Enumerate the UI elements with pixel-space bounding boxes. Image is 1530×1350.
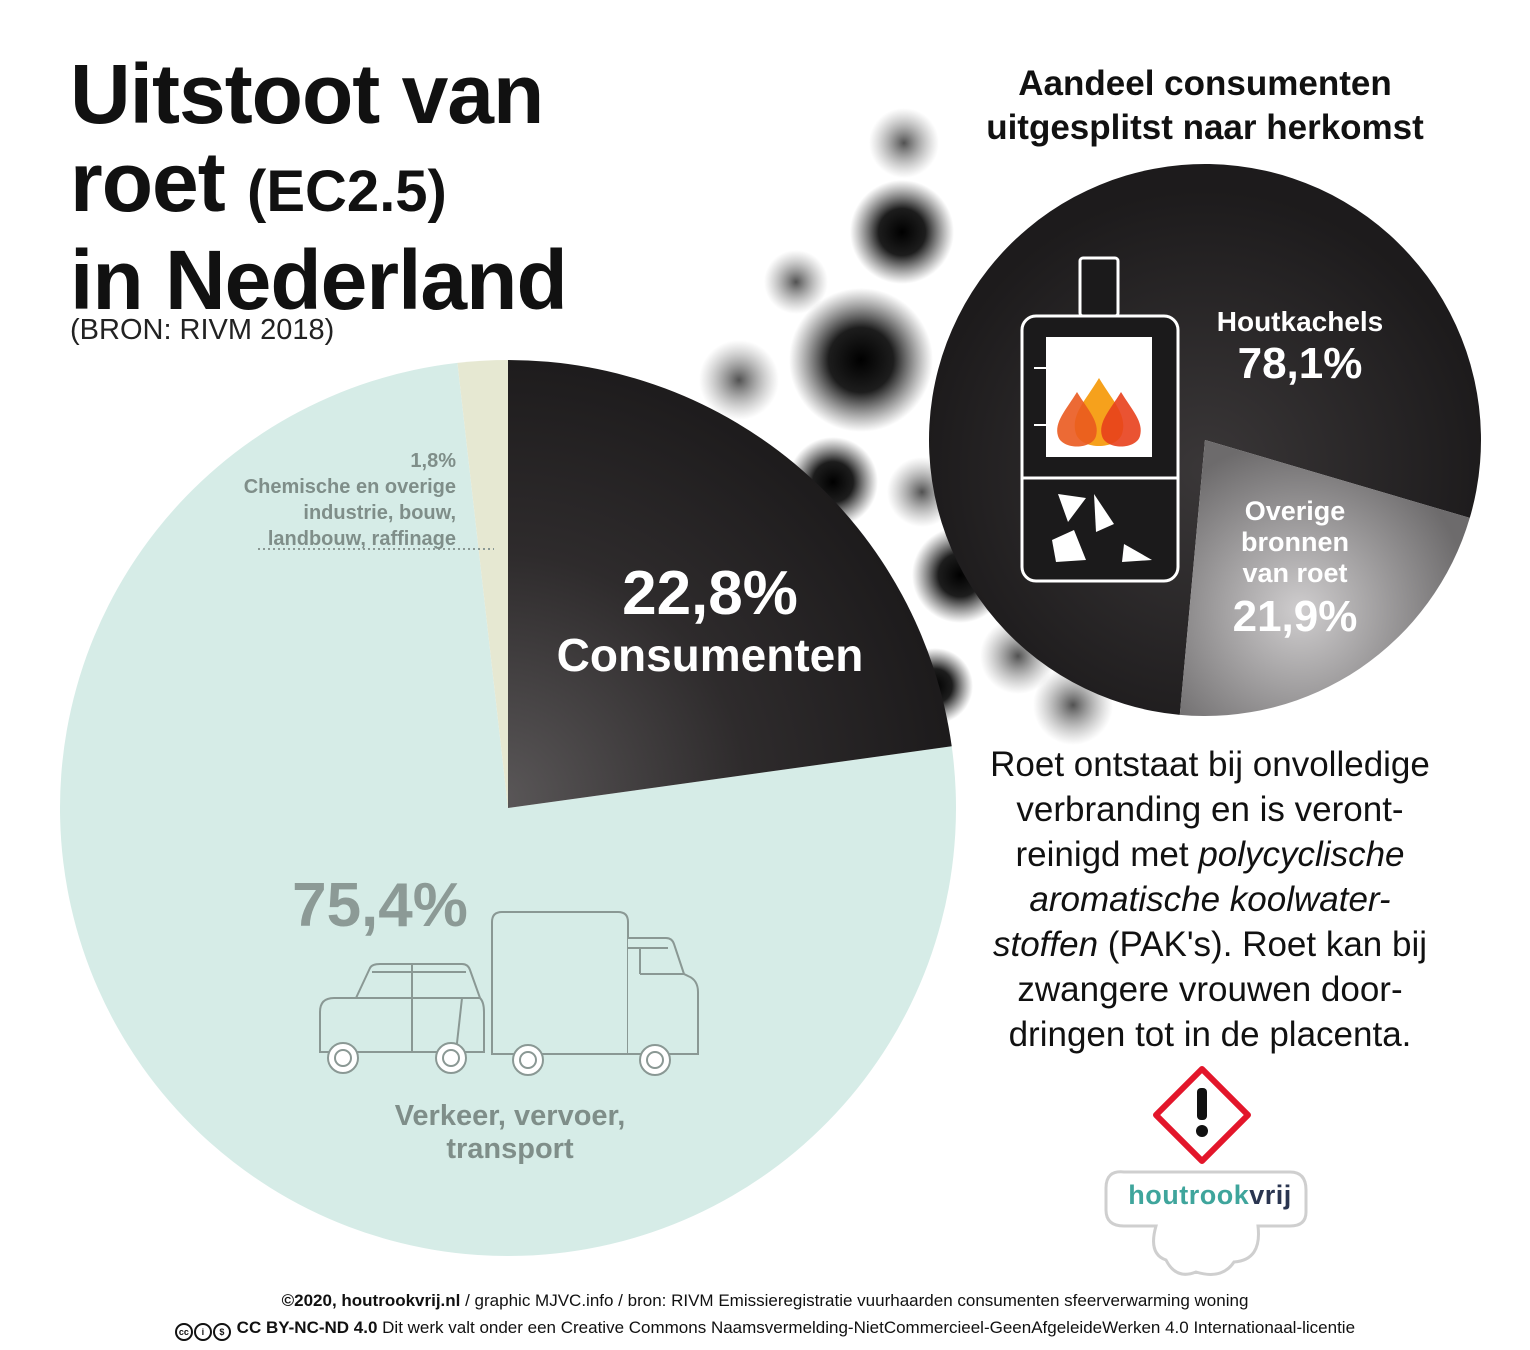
title-line-2-small: (EC2.5) [247, 159, 447, 224]
footer-copyright: ©2020, houtrookvrij.nl [281, 1291, 461, 1310]
title-line-2-main: roet [70, 135, 226, 229]
explanation-line-3b: polycyclische [1198, 835, 1405, 874]
title-line-1: Uitstoot van [70, 47, 544, 141]
industry-slice-label: 1,8% Chemische en overige industrie, bou… [200, 448, 456, 552]
creative-commons-icon: cc i $ [174, 1318, 232, 1341]
pie-slice-overige-bronnen [1179, 440, 1470, 716]
wood-stove-icon [1020, 256, 1180, 583]
soot-particle [764, 250, 828, 314]
other-label-line-2: bronnen [1241, 527, 1349, 557]
flame-icon [1057, 378, 1141, 447]
explanation-line-5b: (PAK's). Roet kan bij [1098, 925, 1427, 964]
traffic-label-line-1: Verkeer, vervoer, [394, 1100, 626, 1132]
industry-label-line-1: Chemische en overige [243, 476, 456, 498]
pie-slice-verkeer [60, 362, 957, 1256]
soot-particle [869, 108, 939, 178]
explanation-text: Roet ontstaat bij onvolledige verbrandin… [950, 742, 1470, 1057]
explanation-line-2: verbranding en is veront- [1016, 790, 1404, 829]
hazard-exclamation-icon [1153, 1066, 1251, 1164]
cloud-logo-icon [1104, 1170, 1308, 1276]
industry-label-line-3: landbouw, raffinage [267, 528, 456, 550]
other-label-line-3: van roet [1242, 558, 1348, 588]
logo-part-1: houtrook [1128, 1180, 1250, 1210]
traffic-label-line-2: transport [446, 1133, 574, 1165]
consumer-pct: 22,8% [622, 559, 798, 628]
logo-part-2: vrij [1249, 1180, 1292, 1210]
explanation-line-7: dringen tot in de placenta. [1008, 1015, 1412, 1054]
soot-particle [699, 340, 779, 420]
source-note: (BRON: RIVM 2018) [70, 314, 335, 346]
houtrookvrij-logo: houtrookvrij [1110, 1180, 1310, 1211]
explanation-line-5a: stoffen [992, 925, 1099, 964]
woodstove-label: Houtkachels [1216, 306, 1384, 337]
explanation-line-6: zwangere vrouwen door- [1017, 970, 1403, 1009]
footer-credits: ©2020, houtrookvrij.nl / graphic MJVC.in… [0, 1291, 1530, 1311]
title-line-3: in Nederland [70, 233, 568, 327]
main-pie-chart [60, 360, 957, 1256]
explanation-line-3: reinigd met polycyclische [950, 832, 1470, 877]
explanation-line-4: aromatische koolwater- [1029, 880, 1391, 919]
woodstove-slice-label: Houtkachels 78,1% [1180, 305, 1420, 389]
footer-license-text: Dit werk valt onder een Creative Commons… [377, 1318, 1356, 1337]
soot-particle [789, 288, 933, 432]
other-sources-slice-label: Overige bronnen van roet 21,9% [1195, 496, 1395, 643]
footer-credits-rest: / graphic MJVC.info / bron: RIVM Emissie… [460, 1291, 1249, 1310]
footer-license: cc i $ CC BY-NC-ND 4.0 Dit werk valt onder… [0, 1318, 1530, 1341]
page-title: Uitstoot van roet (EC2.5) in Nederland [70, 50, 690, 324]
traffic-pct: 75,4% [292, 871, 468, 940]
explanation-line-5: stoffen (PAK's). Roet kan bij [950, 922, 1470, 967]
other-pct: 21,9% [1232, 592, 1358, 641]
sub-chart-title: Aandeel consumenten uitgesplitst naar he… [986, 64, 1424, 147]
consumer-slice-label: 22,8% Consumenten [500, 560, 920, 682]
car-icon [319, 963, 485, 1074]
soot-particle [850, 180, 954, 284]
explanation-line-3a: reinigd met [1015, 835, 1199, 874]
other-label-line-1: Overige [1244, 496, 1346, 526]
pie-slice-industrie [457, 360, 508, 808]
traffic-slice-label: Verkeer, vervoer, transport [350, 1100, 670, 1166]
truck-icon [491, 911, 699, 1076]
industry-label-line-2: industrie, bouw, [303, 502, 456, 524]
pie-slice-consumenten [508, 360, 952, 808]
consumer-label: Consumenten [556, 629, 864, 681]
explanation-line-1: Roet ontstaat bij onvolledige [990, 745, 1430, 784]
title-line-2: roet (EC2.5) [70, 138, 690, 236]
stove-vent-shapes [1052, 494, 1152, 562]
woodstove-pct: 78,1% [1237, 339, 1363, 388]
industry-pct: 1,8% [410, 450, 456, 472]
footer-license-code: CC BY-NC-ND 4.0 [236, 1318, 378, 1337]
